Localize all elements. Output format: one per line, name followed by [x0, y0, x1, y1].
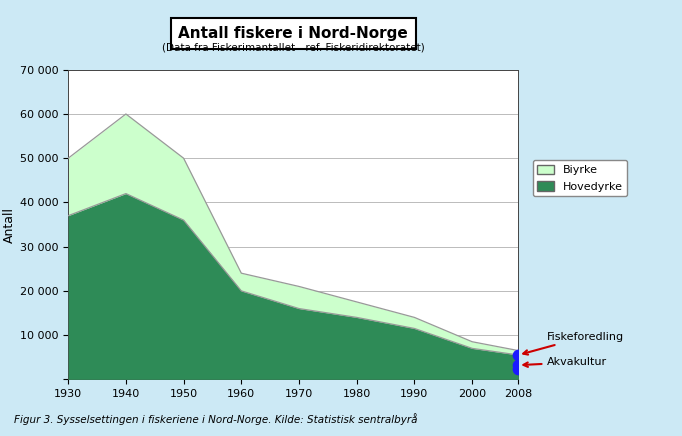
Text: Akvakultur: Akvakultur — [523, 357, 607, 367]
Text: Antall fiskere i Nord-Norge: Antall fiskere i Nord-Norge — [179, 26, 408, 41]
Text: Figur 3. Sysselsettingen i fiskeriene i Nord-Norge. Kilde: Statistisk sentralbyr: Figur 3. Sysselsettingen i fiskeriene i … — [14, 413, 417, 425]
Point — [513, 351, 524, 358]
Text: Fiskeforedling: Fiskeforedling — [523, 331, 624, 354]
Text: (Data fra Fiskerimantallet - ref. Fiskeridirektoratet): (Data fra Fiskerimantallet - ref. Fisker… — [162, 43, 425, 53]
Legend: Biyrke, Hovedyrke: Biyrke, Hovedyrke — [533, 160, 627, 196]
Point — [513, 362, 524, 369]
Point — [513, 365, 524, 372]
Y-axis label: Antall: Antall — [3, 207, 16, 242]
